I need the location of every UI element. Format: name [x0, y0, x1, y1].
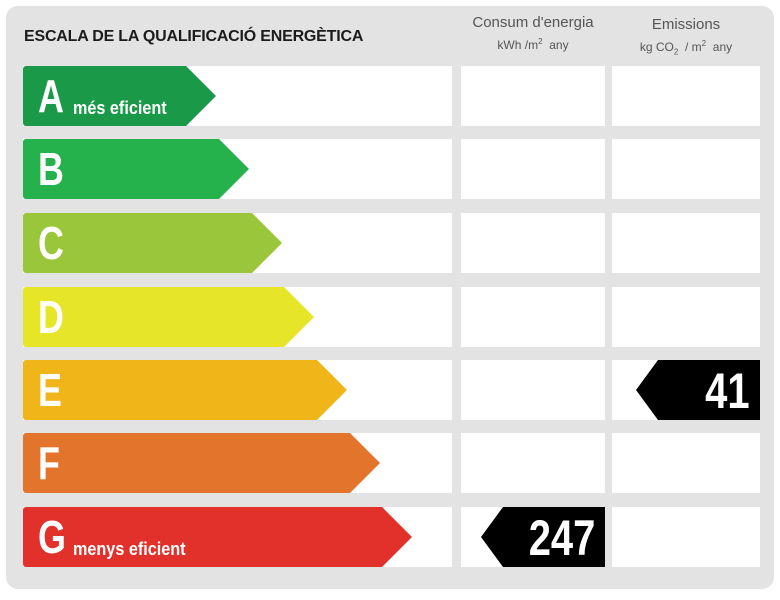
row-cell-emissions — [612, 433, 760, 493]
rating-row-d: D — [0, 287, 780, 347]
emissions-rating-badge: 41 — [636, 360, 760, 420]
energy-rating-badge: 247 — [481, 507, 605, 567]
energy-rating-value: 247 — [528, 510, 595, 566]
rating-sublabel: menys eficient — [73, 539, 186, 559]
row-cell-emissions — [612, 287, 760, 347]
row-cell-energy — [461, 287, 605, 347]
emissions-column-label: Emissions — [651, 16, 721, 33]
energy-column-unit: kWh /m2 any — [497, 37, 569, 52]
rating-letter: B — [38, 143, 64, 195]
row-cell-energy — [461, 139, 605, 199]
rating-sublabel: més eficient — [73, 98, 167, 118]
emissions-column-unit: kg CO2 / m2 any — [639, 39, 733, 57]
emissions-rating-value: 41 — [705, 363, 751, 419]
rating-arrow-c: C — [23, 213, 282, 273]
row-cell-emissions — [612, 507, 760, 567]
rating-arrow-f: F — [23, 433, 380, 493]
rating-letter: F — [38, 437, 60, 489]
rating-arrow-d: D — [23, 287, 314, 347]
emissions-column-header: Emissions kg CO2 / m2 any — [612, 16, 760, 56]
row-cell-energy — [461, 433, 605, 493]
rating-row-b: B — [0, 139, 780, 199]
row-cell-energy — [461, 360, 605, 420]
rating-arrow-e: E — [23, 360, 347, 420]
row-cell-energy — [461, 213, 605, 273]
rating-letter: E — [38, 364, 62, 416]
rating-letter: D — [38, 291, 64, 343]
rating-row-c: C — [0, 213, 780, 273]
row-cell-emissions — [612, 213, 760, 273]
row-cell-emissions — [612, 66, 760, 126]
energy-column-header: Consum d'energia kWh /m2 any — [461, 14, 605, 52]
rating-row-f: F — [0, 433, 780, 493]
scale-title: ESCALA DE LA QUALIFICACIÓ ENERGÈTICA — [24, 28, 364, 45]
row-cell-energy — [461, 66, 605, 126]
row-cell-emissions — [612, 139, 760, 199]
rating-letter: C — [38, 217, 64, 269]
energy-column-label: Consum d'energia — [472, 14, 594, 31]
rating-row-e: E 41 — [0, 360, 780, 420]
rating-letter: A — [38, 70, 64, 122]
rating-arrow-b: B — [23, 139, 249, 199]
rating-letter: G — [38, 511, 66, 563]
